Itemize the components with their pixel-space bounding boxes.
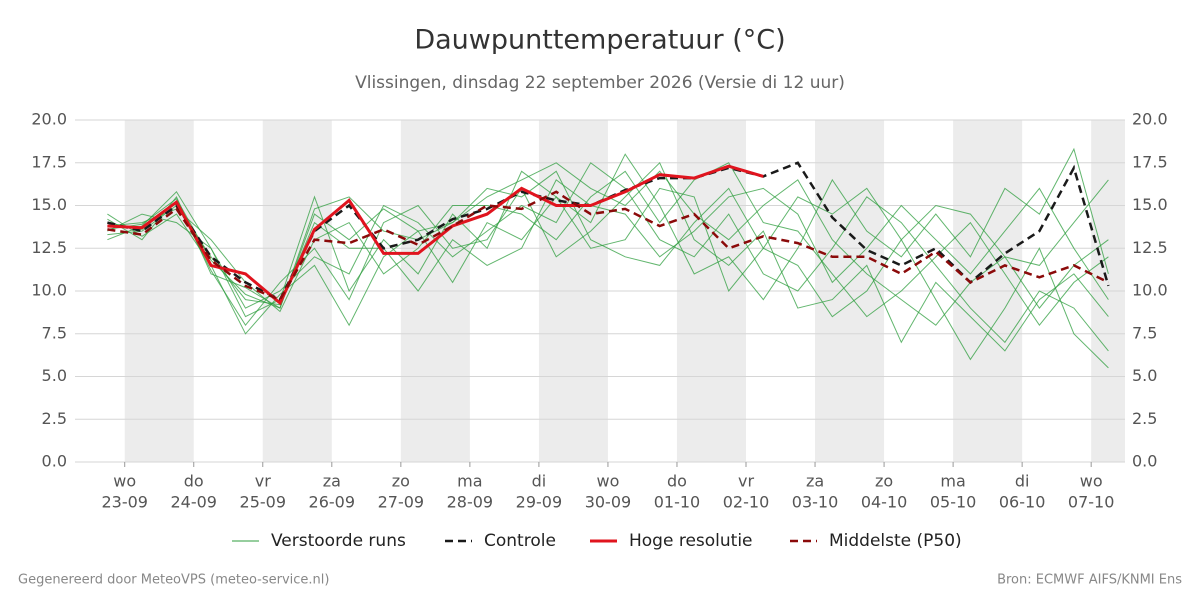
y-tick-label: 7.5 bbox=[42, 323, 67, 342]
x-tick-date: 27-09 bbox=[378, 493, 425, 512]
x-tick-label: ma bbox=[940, 472, 965, 491]
y2-tick-label: 5.0 bbox=[1132, 366, 1157, 385]
x-tick-date: 03-10 bbox=[792, 493, 839, 512]
ensemble-line bbox=[107, 147, 1109, 318]
x-tick-label: ma bbox=[457, 472, 482, 491]
y2-tick-label: 20.0 bbox=[1132, 110, 1168, 129]
y-tick-label: 12.5 bbox=[31, 238, 67, 257]
x-tick-date: 29-09 bbox=[516, 493, 563, 512]
chart-title: Dauwpunttemperatuur (°C) bbox=[414, 25, 785, 56]
x-tick-date: 26-09 bbox=[309, 493, 356, 512]
x-tick-date: 05-10 bbox=[930, 493, 977, 512]
ensemble-line bbox=[107, 162, 1109, 352]
y-tick-label: 17.5 bbox=[31, 152, 67, 171]
footer-credit: Gegenereerd door MeteoVPS (meteo-service… bbox=[18, 573, 329, 588]
x-tick-date: 01-10 bbox=[654, 493, 701, 512]
ensemble-line bbox=[107, 161, 1109, 352]
ensemble-line bbox=[107, 170, 1109, 309]
y-tick-label: 20.0 bbox=[31, 110, 67, 129]
x-tick-label: zo bbox=[392, 472, 410, 491]
x-tick-label: do bbox=[184, 472, 204, 491]
y-tick-label: 5.0 bbox=[42, 366, 67, 385]
y2-tick-label: 12.5 bbox=[1132, 238, 1168, 257]
x-tick-label: do bbox=[667, 472, 687, 491]
legend-label: Controle bbox=[484, 531, 556, 551]
x-tick-date: 25-09 bbox=[240, 493, 287, 512]
x-tick-label: wo bbox=[597, 472, 620, 491]
y-tick-label: 0.0 bbox=[42, 452, 67, 471]
x-tick-label: wo bbox=[1080, 472, 1103, 491]
x-tick-label: zo bbox=[875, 472, 893, 491]
y2-tick-label: 17.5 bbox=[1132, 152, 1168, 171]
x-tick-date: 07-10 bbox=[1068, 493, 1115, 512]
legend-label: Hoge resolutie bbox=[629, 531, 753, 551]
x-tick-label: di bbox=[1015, 472, 1030, 491]
footer-source: Bron: ECMWF AIFS/KNMI Ens bbox=[997, 573, 1182, 588]
y2-tick-label: 2.5 bbox=[1132, 409, 1157, 428]
ensemble-line bbox=[107, 162, 1109, 326]
legend-label: Verstoorde runs bbox=[271, 531, 406, 551]
series-line bbox=[107, 164, 764, 306]
x-tick-date: 06-10 bbox=[999, 493, 1046, 512]
y-tick-label: 15.0 bbox=[31, 195, 67, 214]
x-tick-label: vr bbox=[738, 472, 754, 491]
y2-tick-label: 15.0 bbox=[1132, 195, 1168, 214]
x-tick-label: wo bbox=[113, 472, 136, 491]
y-tick-label: 10.0 bbox=[31, 281, 67, 300]
legend-label: Middelste (P50) bbox=[829, 531, 962, 551]
x-tick-date: 28-09 bbox=[447, 493, 494, 512]
x-tick-label: vr bbox=[255, 472, 271, 491]
y2-tick-label: 7.5 bbox=[1132, 323, 1157, 342]
x-tick-date: 30-09 bbox=[585, 493, 632, 512]
y2-tick-label: 10.0 bbox=[1132, 281, 1168, 300]
x-tick-date: 24-09 bbox=[170, 493, 217, 512]
ensemble-line bbox=[107, 187, 1109, 369]
x-tick-label: za bbox=[806, 472, 824, 491]
x-tick-date: 23-09 bbox=[101, 493, 148, 512]
series-line bbox=[107, 190, 1109, 302]
ensemble-line bbox=[107, 162, 1109, 327]
ensemble-line bbox=[107, 179, 1109, 306]
chart-subtitle: Vlissingen, dinsdag 22 september 2026 (V… bbox=[355, 73, 845, 93]
x-tick-label: di bbox=[532, 472, 547, 491]
y2-tick-label: 0.0 bbox=[1132, 452, 1157, 471]
plot-area bbox=[107, 147, 1110, 369]
x-tick-date: 02-10 bbox=[723, 493, 770, 512]
x-tick-label: za bbox=[323, 472, 341, 491]
y-tick-label: 2.5 bbox=[42, 409, 67, 428]
x-tick-date: 04-10 bbox=[861, 493, 908, 512]
